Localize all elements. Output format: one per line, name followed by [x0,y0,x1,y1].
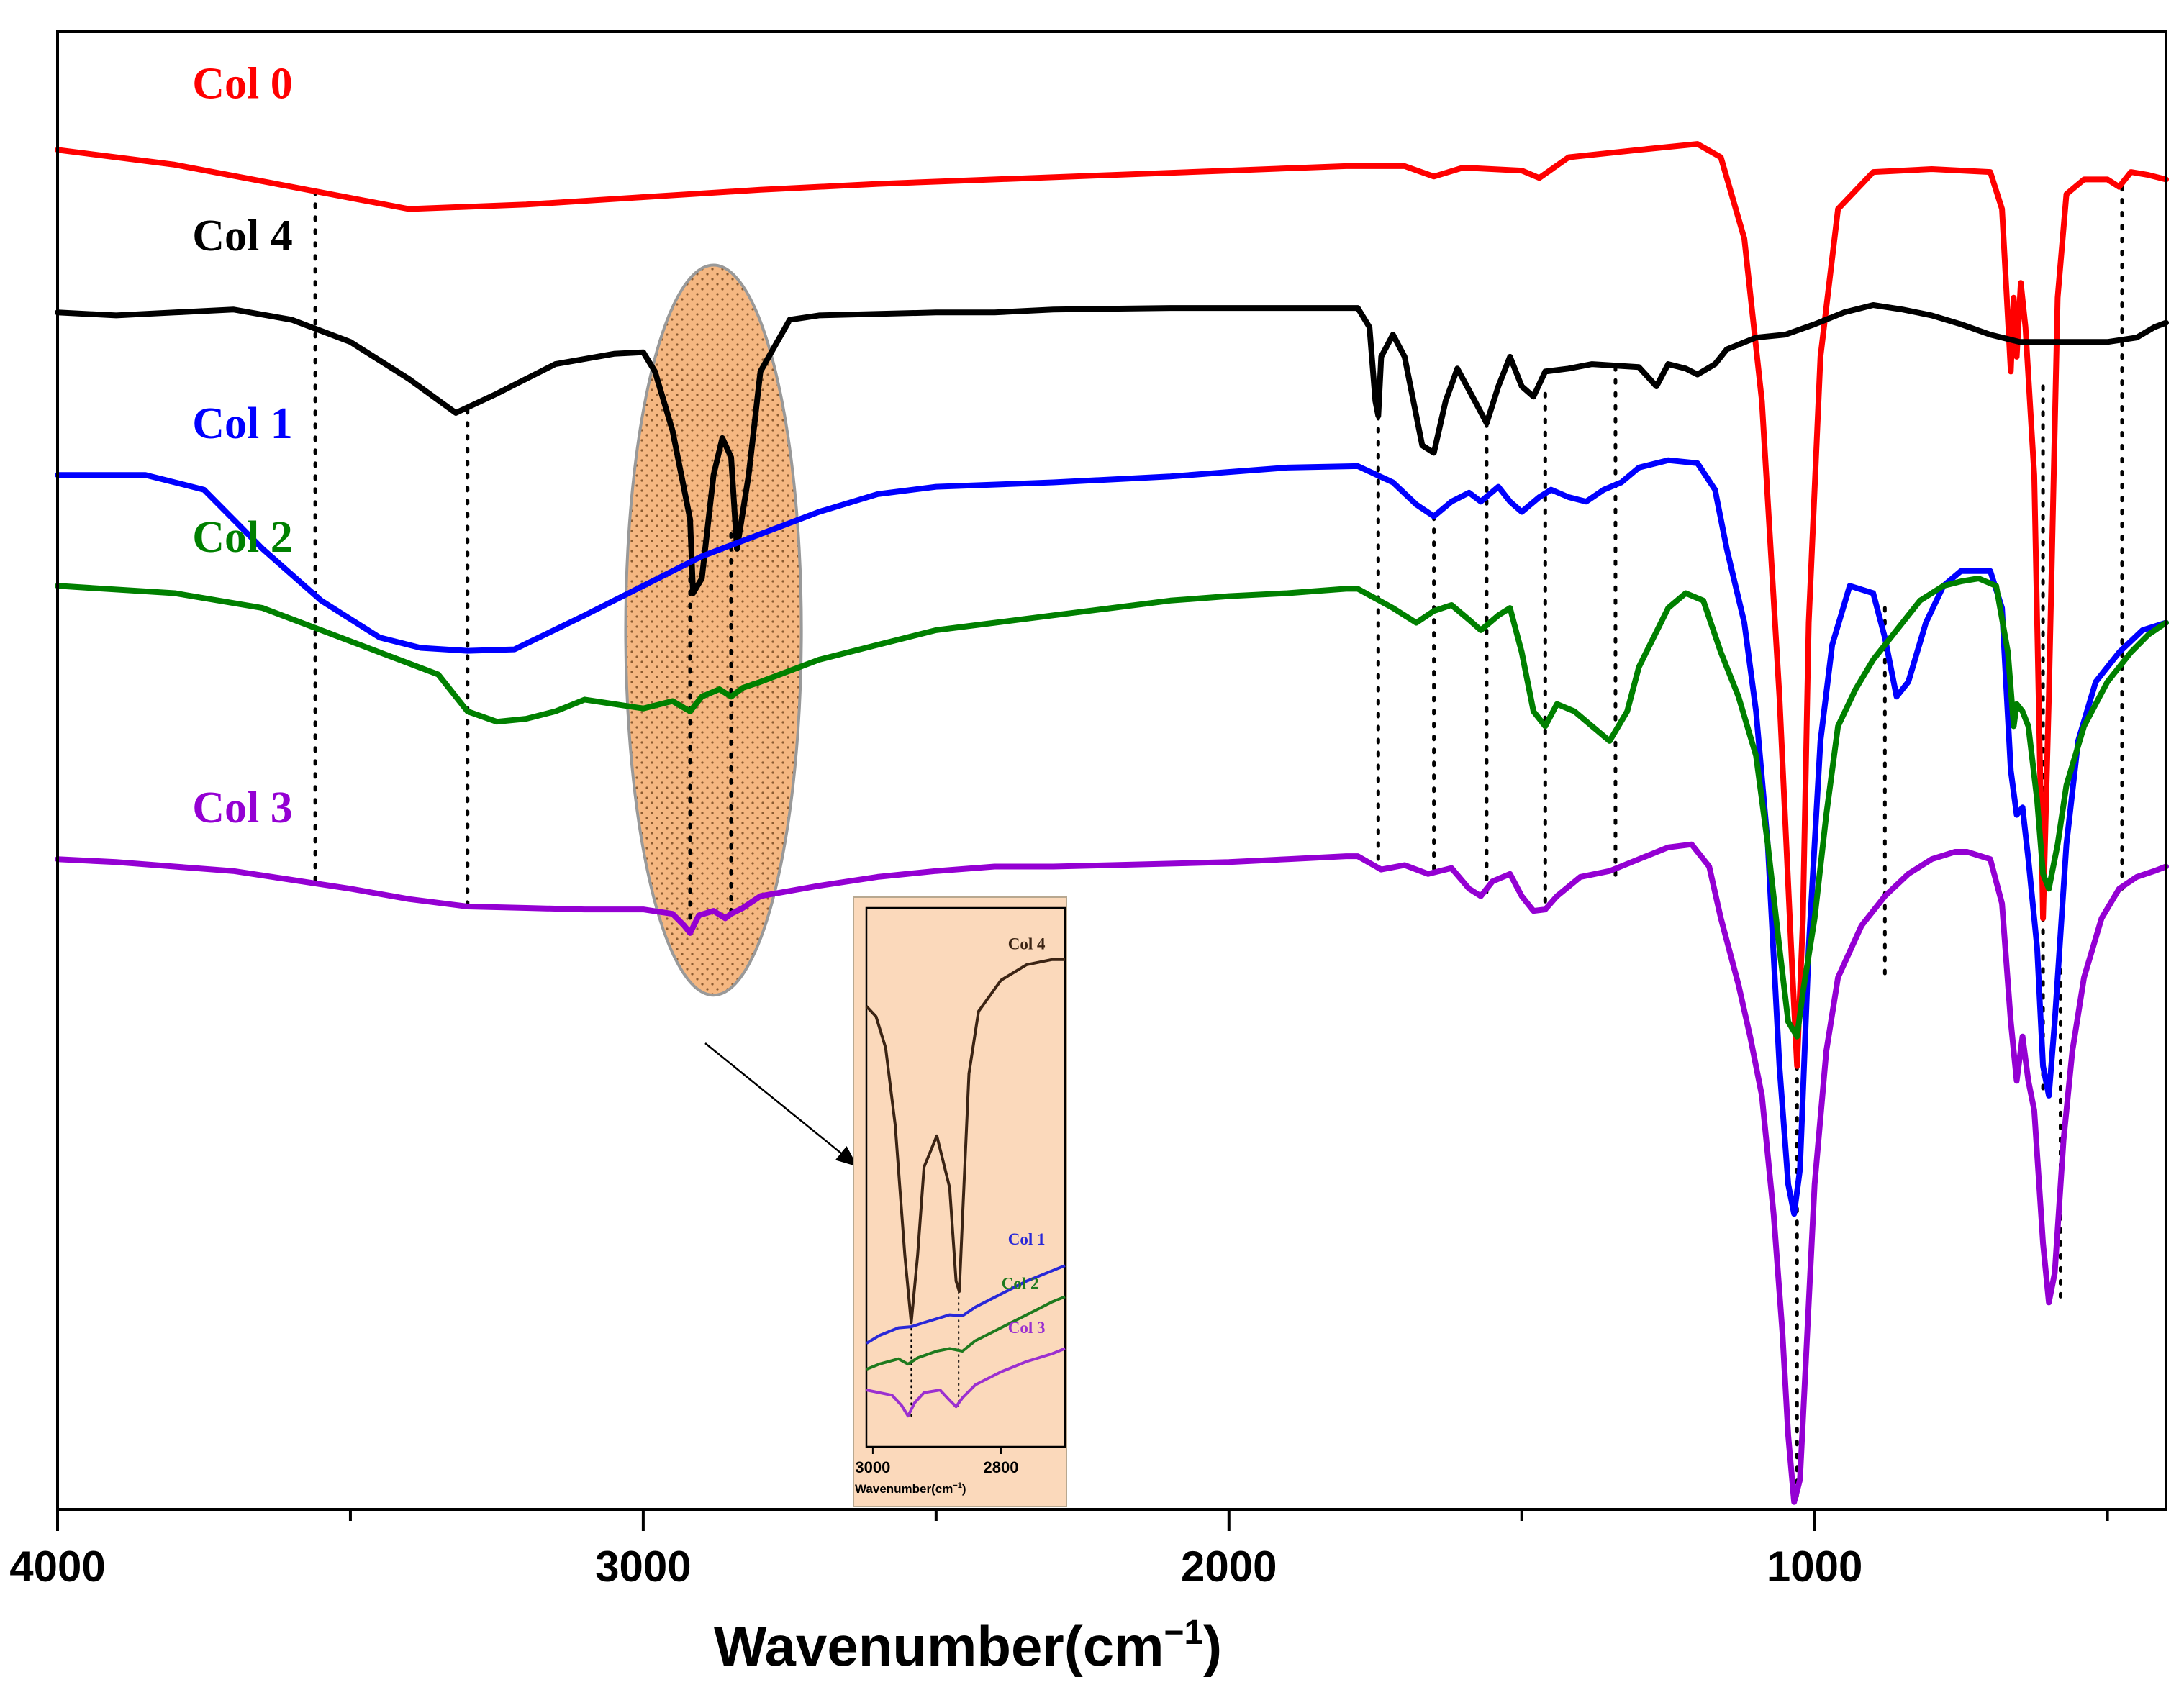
inset-series-line-col-1 [865,1264,1066,1345]
inset-callout-arrow [704,1042,858,1167]
x-axis-title-close: ) [1203,1614,1222,1678]
x-tick-label-1000: 1000 [1767,1542,1862,1591]
inset-x-ticks: 3000 2800 [855,1447,1018,1476]
series-label-col-0: Col 0 [192,59,293,108]
spectra [55,141,2169,1505]
series-label-col-2: Col 2 [192,513,293,562]
inset-spectra [865,958,1066,1418]
series-line-col-4 [55,302,2169,596]
x-axis-title-main: Wavenumber(cm [714,1614,1164,1678]
x-tick-label-4000: 4000 [9,1542,105,1591]
inset-series-label-col-2: Col 2 [1002,1275,1039,1293]
x-tick-label-2000: 2000 [1181,1542,1277,1591]
inset-series-line-col-4 [865,958,1065,1324]
peak-markers [313,185,2124,1504]
inset-x-axis-title: Wavenumber(cm−1) [855,1481,966,1496]
highlight-layer [624,263,803,997]
x-axis-ticks: 4000 3000 2000 1000 [9,1509,2109,1591]
inset-x-axis-title-close: ) [962,1482,966,1496]
series-label-col-4: Col 4 [192,212,293,260]
inset-series-labels: Col 4 Col 1 Col 2 Col 3 [1002,935,1046,1337]
inset-series-line-col-2 [866,1295,1066,1371]
x-axis-title-superscript: −1 [1164,1614,1203,1652]
series-line-col-2 [55,576,2169,1040]
inset-series-label-col-1: Col 1 [1008,1230,1046,1248]
inset-series-label-col-4: Col 4 [1008,935,1046,953]
series-labels: Col 0 Col 4 Col 1 Col 2 Col 3 [192,59,293,832]
highlight-ellipse [624,263,803,997]
x-tick-label-3000: 3000 [595,1542,691,1591]
series-line-col-1 [55,457,2169,1217]
x-axis-title: Wavenumber(cm−1) [714,1614,1222,1678]
series-line-col-3 [55,841,2169,1505]
series-label-col-1: Col 1 [192,399,293,448]
inset-x-axis-title-superscript: −1 [953,1481,962,1490]
inset-x-axis-title-main: Wavenumber(cm [855,1482,953,1496]
inset-series-line-col-3 [866,1347,1066,1418]
plot-frame [56,30,2167,1511]
inset-x-tick-label-3000: 3000 [855,1458,890,1476]
series-label-col-3: Col 3 [192,783,293,832]
inset-x-tick-label-2800: 2800 [983,1458,1018,1476]
inset-background [853,896,1067,1507]
series-line-col-0 [55,141,2169,1069]
inset-series-label-col-3: Col 3 [1008,1319,1046,1337]
inset-zoom: Col 4 Col 1 Col 2 Col 3 3000 2800 Wavenumber… [853,896,1067,1507]
inset-plot-frame [865,906,1066,1448]
